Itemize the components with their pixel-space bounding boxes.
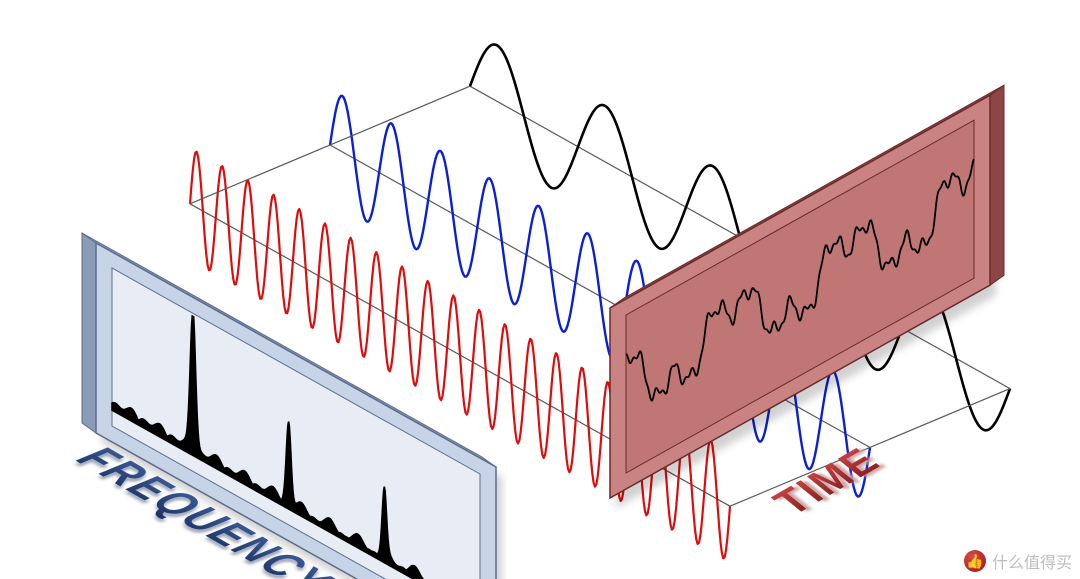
fourier-diagram: FREQUENCY FREQUENCY TIME TIME 👍 什么值得买 bbox=[0, 0, 1080, 579]
watermark: 👍 什么值得买 bbox=[964, 549, 1072, 573]
watermark-text: 什么值得买 bbox=[992, 549, 1072, 573]
thumbs-up-icon: 👍 bbox=[964, 550, 986, 572]
